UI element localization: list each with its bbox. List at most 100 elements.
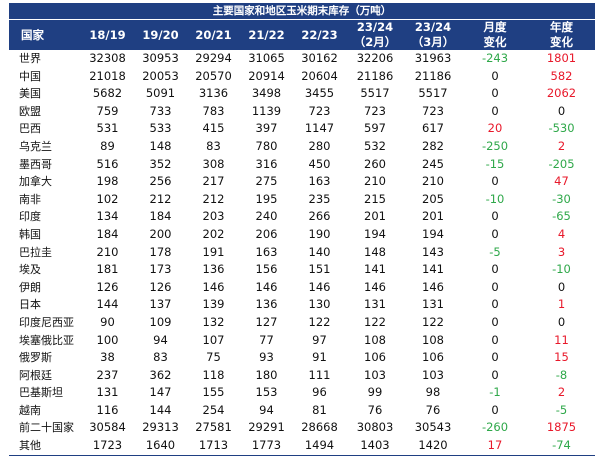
country-cell: 印度尼西亚: [19, 315, 74, 329]
value-cell: 116: [96, 402, 119, 417]
value-cell: 198: [96, 174, 119, 189]
value-cell: 107: [202, 332, 225, 347]
value-cell: 20053: [142, 68, 179, 83]
value-cell: 147: [149, 385, 172, 400]
value-cell: 38: [100, 350, 115, 365]
yearly-change-cell: 1: [557, 297, 566, 312]
table-row: 日本 144 137 139 136 130 131 131 0 1: [9, 296, 595, 314]
country-cell: 其他: [19, 439, 41, 453]
value-cell: 245: [422, 156, 444, 171]
table-row: 中国 21018 20053 20570 20914 20604 21186 21186 0 58…: [9, 68, 595, 86]
header-monthly-change: 月度 变化: [462, 19, 528, 50]
value-cell: 1773: [251, 438, 282, 453]
yearly-change-cell: 2062: [546, 86, 577, 101]
value-cell: 30953: [142, 51, 179, 65]
value-cell: 163: [255, 244, 278, 259]
value-cell: 32308: [89, 51, 126, 65]
value-cell: 212: [149, 191, 172, 206]
value-cell: 275: [255, 174, 278, 189]
value-cell: 194: [422, 226, 444, 241]
value-cell: 362: [149, 367, 172, 382]
value-cell: 118: [202, 367, 225, 382]
value-cell: 76: [367, 402, 383, 417]
value-cell: 215: [364, 191, 386, 206]
country-cell: 欧盟: [19, 104, 41, 118]
yearly-change-cell: -10: [552, 262, 571, 277]
value-cell: 111: [308, 367, 331, 382]
value-cell: 21186: [356, 68, 394, 83]
table-row: 巴西 531 533 415 397 1147 597 617 20 -530: [9, 120, 595, 138]
value-cell: 130: [308, 297, 331, 312]
value-cell: 597: [364, 121, 386, 136]
value-cell: 184: [149, 209, 172, 224]
value-cell: 76: [425, 402, 441, 417]
value-cell: 3498: [251, 86, 282, 101]
value-cell: 190: [308, 226, 331, 241]
value-cell: 5682: [92, 86, 123, 101]
monthly-change-cell: 0: [491, 68, 499, 83]
table-row: 乌克兰 89 148 83 780 280 532 282 -250 2: [9, 138, 595, 156]
value-cell: 103: [422, 367, 444, 382]
value-cell: 131: [364, 297, 386, 312]
value-cell: 266: [308, 209, 331, 224]
monthly-change-cell: -15: [485, 156, 505, 171]
monthly-change-cell: 20: [487, 121, 503, 136]
value-cell: 1403: [360, 438, 390, 453]
value-cell: 89: [100, 138, 115, 153]
country-cell: 巴基斯坦: [19, 386, 63, 400]
yearly-change-cell: 3: [557, 244, 566, 259]
value-cell: 316: [255, 156, 278, 171]
yearly-change-cell: -74: [552, 438, 571, 453]
value-cell: 137: [149, 297, 172, 312]
value-cell: 97: [312, 332, 327, 347]
monthly-change-cell: 0: [491, 209, 499, 224]
value-cell: 146: [308, 279, 331, 294]
value-cell: 136: [255, 297, 278, 312]
value-cell: 29313: [142, 420, 179, 435]
value-cell: 759: [96, 103, 119, 118]
value-cell: 532: [364, 138, 386, 153]
value-cell: 516: [96, 156, 119, 171]
value-cell: 30584: [89, 420, 126, 435]
value-cell: 141: [422, 262, 444, 277]
value-cell: 146: [202, 279, 225, 294]
value-cell: 397: [255, 121, 278, 136]
header-2021: 20/21: [187, 19, 240, 50]
country-cell: 越南: [19, 403, 41, 417]
header-2324-mar: 23/24 （3月）: [404, 19, 462, 50]
yearly-change-cell: -65: [552, 209, 571, 224]
value-cell: 531: [96, 121, 119, 136]
country-cell: 印度: [19, 210, 41, 224]
value-cell: 723: [308, 103, 331, 118]
value-cell: 203: [202, 209, 225, 224]
monthly-change-cell: 0: [491, 367, 499, 382]
table-row: 伊朗 126 126 146 146 146 146 146 0 0: [9, 279, 595, 297]
yearly-change-cell: 47: [554, 174, 569, 189]
monthly-change-cell: 0: [491, 297, 499, 312]
value-cell: 30803: [356, 420, 394, 435]
value-cell: 32206: [356, 51, 394, 65]
table-row: 世界 32308 30953 29294 31065 30162 32206 31963 -24…: [9, 50, 595, 68]
value-cell: 144: [149, 402, 172, 417]
value-cell: 83: [206, 138, 221, 153]
value-cell: 180: [255, 367, 278, 382]
value-cell: 1723: [92, 438, 123, 453]
value-cell: 733: [149, 103, 172, 118]
header-row: 国家 18/19 19/20 20/21 21/22 22/23 23/24 （2…: [9, 19, 595, 50]
country-cell: 伊朗: [19, 280, 41, 294]
value-cell: 195: [255, 191, 278, 206]
value-cell: 134: [96, 209, 119, 224]
value-cell: 1420: [418, 438, 448, 453]
header-yearly-change: 年度 变化: [528, 19, 595, 50]
value-cell: 206: [255, 226, 278, 241]
country-cell: 韩国: [19, 227, 41, 241]
yearly-change-cell: 582: [550, 68, 573, 83]
value-cell: 99: [367, 385, 383, 400]
value-cell: 126: [149, 279, 172, 294]
value-cell: 20570: [195, 68, 232, 83]
value-cell: 29294: [195, 51, 232, 65]
country-cell: 阿根廷: [19, 368, 52, 382]
yearly-change-cell: -205: [548, 156, 575, 171]
value-cell: 194: [364, 226, 386, 241]
